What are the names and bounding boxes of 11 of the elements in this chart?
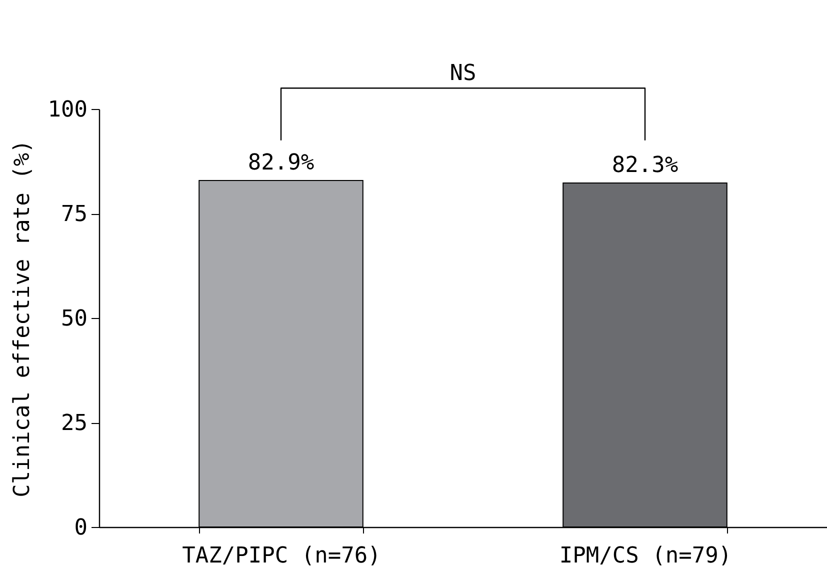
data-label: 82.3%	[612, 152, 678, 178]
y-axis-title: Clinical effective rate (%)	[10, 140, 35, 498]
data-label: 82.9%	[248, 150, 314, 176]
y-tick-label: 100	[48, 98, 88, 122]
x-tick-label: TAZ/PIPC (n=76)	[182, 544, 381, 568]
x-tick-label: IPM/CS (n=79)	[559, 544, 732, 568]
y-tick-label: 50	[61, 306, 88, 332]
y-tick-label: 75	[61, 202, 88, 227]
y-tick-label: 0	[74, 516, 88, 540]
y-tick-label: 25	[61, 411, 88, 436]
text: NS	[450, 61, 476, 86]
